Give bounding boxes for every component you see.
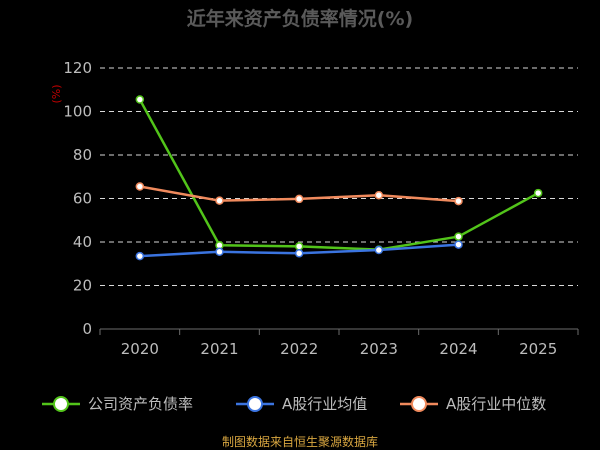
data-point [294,249,304,258]
legend-marker [411,396,427,412]
y-tick-label: 20 [73,277,92,295]
legend-marker [247,396,263,412]
axes [99,328,579,335]
x-tick-label: 2020 [121,340,159,358]
y-axis-label: (%) [50,84,63,103]
data-point [294,242,304,251]
x-tick-label: 2022 [280,340,318,358]
y-tick-label: 80 [73,146,92,164]
chart-title: 近年来资产负债率情况(%) [186,8,414,30]
y-tick-label: 60 [73,190,92,208]
legend-label: A股行业中位数 [446,395,546,413]
data-point [374,245,384,255]
y-tick-label: 100 [63,103,92,121]
data-point [215,196,224,205]
legend-label: A股行业均值 [282,395,367,413]
x-tick-label: 2021 [200,340,238,358]
legend-marker [53,396,69,412]
x-tick-label: 2025 [519,340,557,358]
series-group [135,95,543,261]
data-point [454,240,463,249]
legend: 公司资产负债率 A股行业均值 A股行业中位数 [42,395,546,413]
legend-item: A股行业中位数 [400,395,546,413]
data-point [294,194,304,204]
data-point [454,232,463,241]
legend-item: A股行业均值 [236,395,367,413]
legend-item: 公司资产负债率 [42,395,193,413]
data-point [135,182,145,191]
data-point [135,251,145,261]
x-tick-labels: 2020 2021 2022 2023 2024 2025 [121,340,558,358]
series-0 [135,95,543,254]
series-1 [135,240,463,261]
y-tick-label: 0 [82,320,92,338]
data-point [135,95,145,104]
y-tick-label: 40 [73,233,92,251]
x-tick-label: 2024 [439,340,477,358]
series-line [138,98,539,251]
data-point [454,196,463,206]
data-point [533,188,543,198]
y-tick-labels: 0 20 40 60 80 100 120 [63,59,92,338]
legend-label: 公司资产负债率 [88,395,193,413]
data-point [374,190,384,200]
x-tick-label: 2023 [360,340,398,358]
grid-lines [100,67,578,286]
source-footer: 制图数据来自恒生聚源数据库 [221,435,378,449]
data-point [215,247,224,257]
series-2 [135,182,463,206]
y-tick-label: 120 [63,59,92,77]
